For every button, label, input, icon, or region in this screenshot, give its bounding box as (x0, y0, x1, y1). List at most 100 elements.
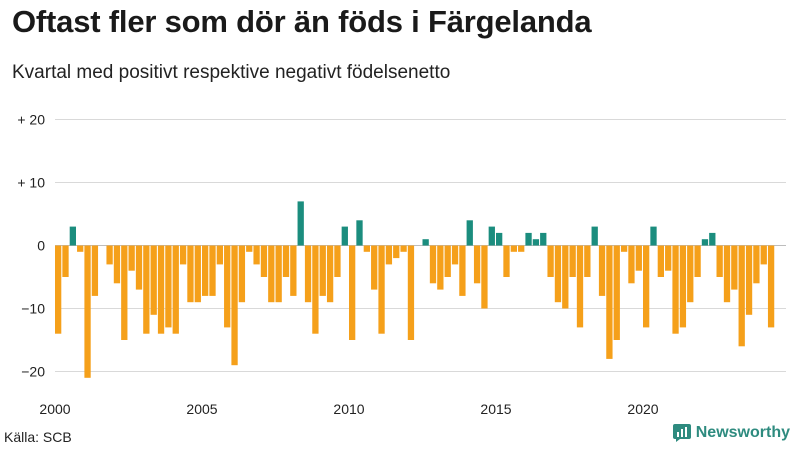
y-tick-label: 0 (37, 238, 45, 254)
bar (723, 245, 731, 303)
bar (620, 245, 628, 252)
bar (135, 245, 143, 290)
brand-name: Newsworthy (695, 424, 790, 441)
y-tick-label: + 10 (17, 175, 45, 191)
bar (356, 220, 363, 246)
bar (91, 245, 99, 296)
bar (253, 245, 260, 265)
bar (260, 245, 268, 277)
bar (466, 220, 473, 246)
bar (319, 245, 326, 296)
y-tick-label: + 20 (17, 112, 45, 128)
bar (304, 245, 312, 303)
bar (179, 245, 187, 265)
bar (62, 245, 69, 277)
bar (745, 245, 753, 315)
bar (371, 245, 378, 290)
bar (591, 226, 598, 246)
chart-title: Oftast fler som dör än föds i Färgelanda (12, 4, 592, 39)
bar (84, 245, 91, 378)
bar (459, 245, 466, 296)
bar (312, 245, 319, 334)
bar (532, 239, 540, 246)
bar (231, 245, 238, 366)
bar (451, 245, 459, 265)
bar (569, 245, 576, 277)
bar (363, 245, 370, 252)
bar (481, 245, 488, 309)
bar (767, 245, 775, 328)
bar (716, 245, 723, 277)
x-tick-label: 2000 (39, 401, 70, 417)
bar (224, 245, 231, 328)
y-tick-label: −20 (21, 364, 45, 380)
bar (444, 245, 451, 277)
bar (326, 245, 334, 303)
bar (613, 245, 620, 340)
x-tick-label: 2010 (333, 401, 364, 417)
bar (496, 232, 503, 246)
bar (150, 245, 157, 315)
bar (400, 245, 407, 252)
bar (760, 245, 767, 265)
bar (69, 226, 76, 246)
chart-subtitle: Kvartal med positivt respektive negativt… (12, 62, 451, 83)
bar (334, 245, 341, 277)
bar (55, 245, 62, 334)
bar (341, 226, 348, 246)
bar (297, 201, 304, 246)
bar (378, 245, 385, 334)
bar (165, 245, 172, 328)
bar (635, 245, 642, 271)
bar (488, 226, 495, 246)
bar (385, 245, 393, 265)
bar (738, 245, 745, 347)
bar (731, 245, 738, 290)
x-tick-label: 2015 (480, 401, 511, 417)
bar (510, 245, 517, 252)
bar (187, 245, 194, 303)
bar (679, 245, 687, 328)
bar (422, 239, 429, 246)
bar (128, 245, 135, 271)
bar (407, 245, 415, 340)
bar (701, 239, 709, 246)
bar (282, 245, 290, 277)
y-tick-label: −10 (21, 301, 45, 317)
bar (77, 245, 84, 252)
bar (694, 245, 701, 277)
bar (143, 245, 150, 334)
x-tick-label: 2020 (627, 401, 658, 417)
bar (238, 245, 246, 303)
bar (643, 245, 650, 328)
bar (628, 245, 635, 284)
bar (665, 245, 672, 271)
bar (525, 232, 532, 246)
bar (121, 245, 128, 340)
source-note: Källa: SCB (4, 429, 72, 445)
x-tick-label: 2005 (186, 401, 217, 417)
bar (275, 245, 282, 303)
bar (598, 245, 606, 296)
bar (657, 245, 664, 277)
bar (606, 245, 613, 359)
y-axis-ticks: + 20 + 10 0 −10 −20 (17, 112, 45, 380)
bar (672, 245, 679, 334)
bar (429, 245, 437, 284)
bar (216, 245, 223, 265)
bar (194, 245, 201, 303)
bar (393, 245, 400, 259)
bar (246, 245, 253, 252)
bars (55, 201, 775, 378)
bar (650, 226, 657, 246)
bar (709, 232, 716, 246)
bar (268, 245, 275, 303)
bar (554, 245, 562, 303)
bar (547, 245, 554, 277)
bar (349, 245, 356, 340)
brand-logo[interactable]: Newsworthy (672, 424, 790, 442)
bar (753, 245, 760, 284)
bar (518, 245, 525, 252)
bar (503, 245, 510, 277)
